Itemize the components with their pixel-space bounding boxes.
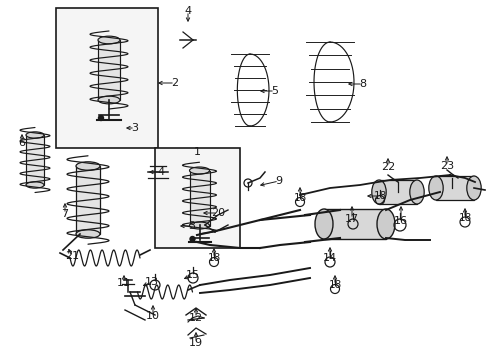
Text: 11: 11 <box>117 278 131 288</box>
Text: 12: 12 <box>188 313 203 323</box>
Text: 18: 18 <box>207 253 220 263</box>
Bar <box>98 40 120 100</box>
Text: 2: 2 <box>171 78 178 88</box>
Ellipse shape <box>371 180 386 204</box>
Bar <box>435 176 473 200</box>
Text: 9: 9 <box>275 176 282 186</box>
Text: 15: 15 <box>185 270 200 280</box>
Ellipse shape <box>428 176 442 200</box>
Ellipse shape <box>409 180 423 204</box>
Bar <box>26 135 44 185</box>
Ellipse shape <box>98 36 120 44</box>
Bar <box>324 209 385 239</box>
Text: 1: 1 <box>193 147 200 157</box>
Text: 22: 22 <box>380 162 394 172</box>
Text: 19: 19 <box>188 338 203 348</box>
Ellipse shape <box>466 176 480 200</box>
Text: 7: 7 <box>61 209 68 219</box>
Text: 6: 6 <box>19 138 25 148</box>
Text: 23: 23 <box>439 161 453 171</box>
Ellipse shape <box>376 209 394 239</box>
Ellipse shape <box>76 230 100 238</box>
Bar <box>189 171 209 225</box>
Ellipse shape <box>26 182 44 188</box>
Bar <box>76 166 100 234</box>
Text: 4: 4 <box>157 167 164 177</box>
Text: 18: 18 <box>328 280 341 290</box>
Text: 21: 21 <box>65 251 79 261</box>
Circle shape <box>98 116 103 121</box>
Ellipse shape <box>189 222 209 229</box>
Ellipse shape <box>189 167 209 174</box>
Text: 18: 18 <box>373 191 386 201</box>
Bar <box>378 180 416 204</box>
Text: 3: 3 <box>188 221 195 231</box>
Bar <box>155 148 240 248</box>
Ellipse shape <box>26 132 44 138</box>
Text: 10: 10 <box>146 311 160 321</box>
Circle shape <box>190 237 195 242</box>
Text: 14: 14 <box>322 253 336 263</box>
Text: 3: 3 <box>131 123 138 133</box>
Text: 5: 5 <box>271 86 278 96</box>
Text: 18: 18 <box>457 213 470 223</box>
Ellipse shape <box>314 209 332 239</box>
Bar <box>56 8 158 148</box>
Ellipse shape <box>76 162 100 170</box>
Text: 17: 17 <box>344 214 358 224</box>
Text: 20: 20 <box>210 208 224 218</box>
Text: 18: 18 <box>293 193 306 203</box>
Text: 13: 13 <box>145 277 159 287</box>
Ellipse shape <box>98 96 120 104</box>
Text: 16: 16 <box>393 216 407 226</box>
Text: 4: 4 <box>184 6 191 16</box>
Text: 8: 8 <box>359 79 366 89</box>
